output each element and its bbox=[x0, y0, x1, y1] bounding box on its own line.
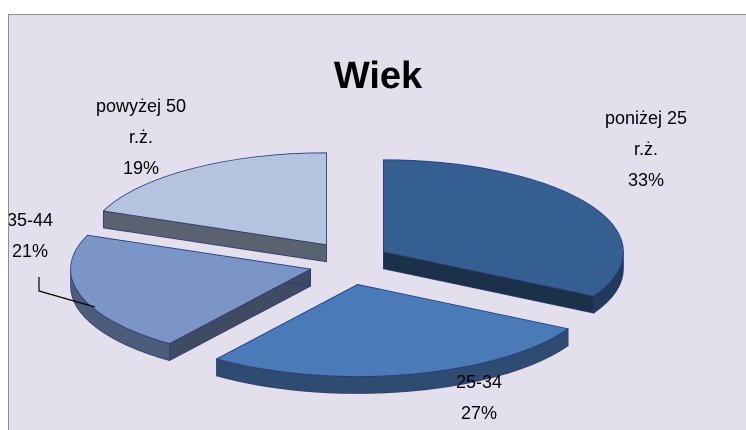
pie-slice-under-25 bbox=[383, 159, 624, 314]
chart-area: Wiek poniżej 25 r.ż. 33% 25-34 27% 35-44… bbox=[8, 14, 746, 430]
pie-slice-35-44 bbox=[70, 234, 312, 362]
pie-slice-25-34 bbox=[215, 283, 570, 394]
leader-line-35-44 bbox=[38, 277, 96, 308]
slice-value-25-34: 27% bbox=[460, 403, 498, 423]
slice-label-25-34: 25-34 27% bbox=[429, 367, 529, 429]
slice-value-over-50: 19% bbox=[122, 158, 160, 178]
slice-label-over-50: powyżej 50 r.ż. 19% bbox=[71, 91, 211, 184]
slice-label-35-44: 35-44 21% bbox=[9, 205, 65, 267]
pie-chart-3d bbox=[38, 152, 624, 394]
slice-label-under-25: poniżej 25 r.ż. 33% bbox=[581, 103, 711, 196]
slice-value-35-44: 21% bbox=[11, 241, 49, 261]
slice-value-under-25: 33% bbox=[627, 170, 665, 190]
pie-slice-over-50 bbox=[102, 152, 327, 263]
chart-title: Wiek bbox=[333, 55, 423, 97]
